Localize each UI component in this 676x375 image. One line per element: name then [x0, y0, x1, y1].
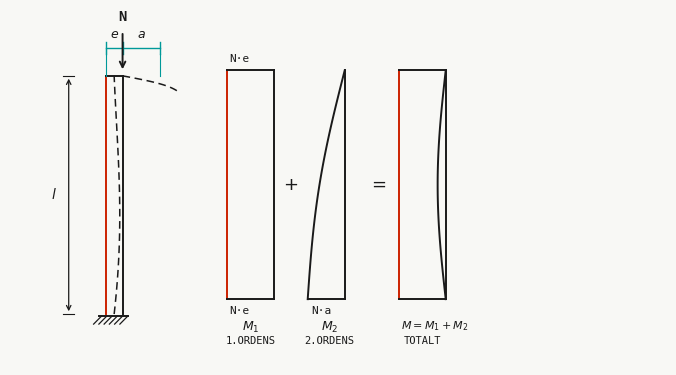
Text: l: l — [52, 188, 56, 202]
Text: +: + — [283, 176, 298, 194]
Text: a: a — [137, 28, 145, 41]
Text: TOTALT: TOTALT — [404, 336, 441, 346]
Text: 1.ORDENS: 1.ORDENS — [226, 336, 276, 346]
Text: 2.ORDENS: 2.ORDENS — [305, 336, 355, 346]
Text: N: N — [118, 10, 127, 24]
Text: =: = — [371, 176, 386, 194]
Text: $M_2$: $M_2$ — [321, 320, 338, 335]
Text: N·a: N·a — [311, 306, 331, 316]
Text: e: e — [110, 28, 118, 41]
Text: N·e: N·e — [229, 306, 249, 316]
Text: N·e: N·e — [229, 54, 249, 63]
Text: $M_1$: $M_1$ — [242, 320, 259, 335]
Text: $M=M_1+M_2$: $M=M_1+M_2$ — [401, 320, 468, 333]
